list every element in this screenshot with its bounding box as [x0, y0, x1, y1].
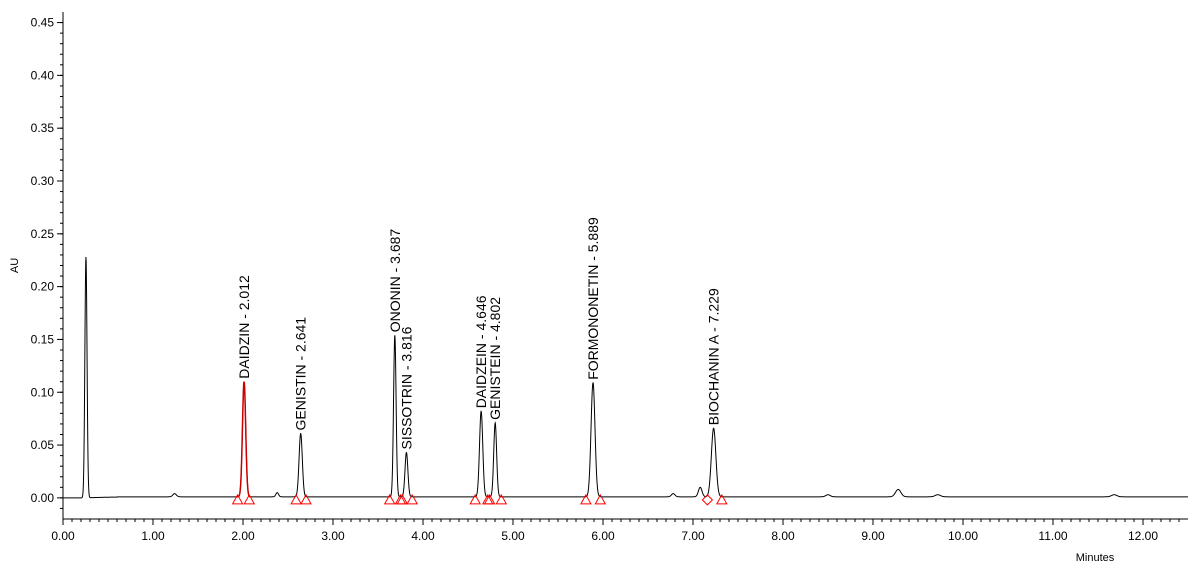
y-tick-label: 0.20: [31, 280, 55, 294]
x-axis: 0.00 1.00 2.00 3.00 4.00 5.00 6.00 7.00 8.00 9.00…: [51, 518, 1188, 543]
peak-label: BIOCHANIN A - 7.229: [706, 288, 722, 425]
y-tick-label: 0.35: [31, 121, 55, 135]
x-tick-label: 2.00: [231, 529, 255, 543]
peak-label: SISSOTRIN - 3.816: [398, 326, 414, 449]
peak-boundary-triangle: [481, 493, 494, 505]
y-tick-label: 0.30: [31, 174, 55, 188]
peak-boundary-triangle: [231, 493, 244, 505]
peak-label: ONONIN - 3.687: [387, 229, 403, 333]
x-tick-label: 11.00: [1038, 529, 1067, 543]
x-tick-label: 3.00: [321, 529, 345, 543]
peak-boundary-triangle: [290, 493, 302, 505]
peak-label: GENISTEIN - 4.802: [487, 297, 503, 420]
x-tick-label: 4.00: [411, 529, 435, 543]
peak-boundary-triangle: [394, 493, 407, 505]
peak-label: DAIDZEIN - 4.646: [473, 295, 489, 408]
x-tick-label: 12.00: [1128, 529, 1158, 543]
peak-boundary-triangle: [396, 493, 409, 505]
x-tick-label: 6.00: [591, 529, 615, 543]
peak-boundary-triangle: [406, 493, 419, 505]
peak-boundary-markers: [231, 493, 728, 506]
peak-label: FORMONONETIN - 5.889: [585, 217, 601, 380]
x-tick-label: 9.00: [861, 529, 885, 543]
y-tick-label: 0.25: [31, 227, 55, 241]
y-axis-title: AU: [9, 258, 21, 273]
peak-boundary-triangle: [580, 493, 592, 505]
y-tick-label: 0.00: [31, 491, 55, 505]
peak-label: GENISTIN - 2.641: [293, 317, 309, 431]
x-tick-label: 10.00: [948, 529, 978, 543]
peak-boundary-diamond: [701, 494, 714, 506]
x-tick-label: 0.00: [51, 529, 75, 543]
y-tick-label: 0.45: [31, 16, 55, 30]
x-tick-label: 8.00: [771, 529, 795, 543]
y-tick-label: 0.15: [31, 332, 55, 346]
peak-labels: DAIDZIN - 2.012 GENISTIN - 2.641 ONONIN - …: [236, 217, 721, 449]
highlighted-peak-trace: [237, 381, 251, 498]
peak-label: DAIDZIN - 2.012: [236, 275, 252, 379]
peak-boundary-triangle: [594, 493, 607, 505]
peak-boundary-triangle: [495, 493, 508, 505]
peak-boundary-triangle: [483, 493, 496, 505]
x-tick-label: 7.00: [681, 529, 705, 543]
y-axis: 0.00 0.05 0.10 0.15 0.20 0.25 0.30 0.35 0.40 0.45: [31, 12, 64, 519]
y-tick-label: 0.10: [31, 385, 55, 399]
chromatogram-trace: [63, 257, 1188, 499]
x-tick-label: 1.00: [141, 529, 165, 543]
highlighted-peaks: [237, 381, 251, 498]
peak-boundary-triangle: [469, 493, 482, 505]
y-tick-label: 0.40: [31, 68, 55, 82]
peak-boundary-triangle: [300, 493, 312, 505]
peak-boundary-triangle: [715, 493, 728, 505]
peak-boundary-triangle: [383, 493, 396, 505]
y-tick-label: 0.05: [31, 438, 55, 452]
x-tick-label: 5.00: [501, 529, 525, 543]
peak-boundary-triangle: [243, 493, 256, 505]
x-axis-title: Minutes: [1076, 552, 1115, 564]
